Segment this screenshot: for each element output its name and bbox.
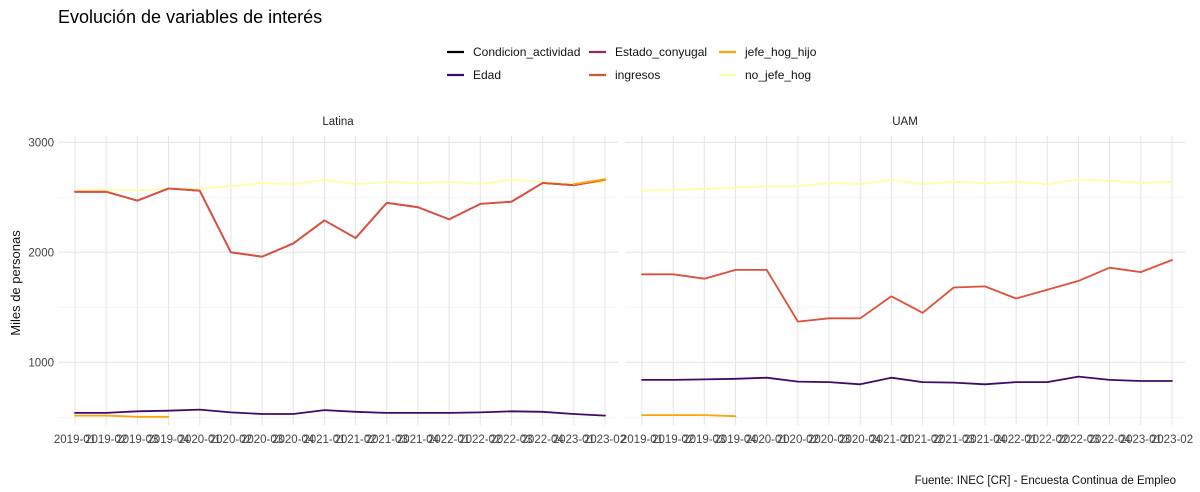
legend-item-jefe-hog-hijo: jefe_hog_hijo: [719, 45, 817, 59]
x-tick-label: 2019-04: [714, 434, 757, 446]
x-tick-label: 2022-01: [428, 434, 470, 446]
x-tick-label: 2020-03: [241, 434, 283, 446]
y-tick-label: 3000: [28, 137, 54, 149]
y-tick-label: 2000: [28, 247, 54, 259]
chart-title: Evolución de variables de interés: [58, 7, 322, 27]
y-tick-label: 1000: [28, 357, 54, 369]
series-line-jefe-hog-hijo: [74, 178, 606, 418]
x-tick-label: 2021-04: [964, 434, 1007, 446]
x-tick-label: 2022-01: [995, 434, 1037, 446]
x-tick-label: 2019-02: [85, 434, 127, 446]
legend-label: no_jefe_hog: [745, 68, 811, 82]
x-tick-label: 2019-02: [652, 434, 694, 446]
legend-item-edad: Edad: [447, 68, 501, 82]
series-line-no-jefe-hog: [74, 178, 606, 192]
x-tick-label: 2021-02: [334, 434, 376, 446]
legend-item-no-jefe-hog: no_jefe_hog: [719, 68, 811, 82]
x-tick-label: 2020-04: [839, 434, 882, 446]
x-tick-label: 2023-02: [584, 434, 626, 446]
legend-label: Edad: [473, 68, 501, 82]
x-tick-label: 2021-03: [933, 434, 975, 446]
x-tick-label: 2021-03: [366, 434, 408, 446]
x-tick-label: 2020-01: [746, 434, 788, 446]
x-tick-label: 2022-03: [490, 434, 532, 446]
legend-label: Estado_conyugal: [615, 45, 707, 59]
series-line-estado-conyugal: [74, 178, 606, 258]
x-tick-label: 2023-02: [1151, 434, 1193, 446]
x-tick-label: 2021-04: [397, 434, 440, 446]
x-tick-label: 2022-04: [522, 434, 565, 446]
legend-item-condicion-actividad: Condicion_actividad: [447, 45, 580, 59]
x-tick-label: 2021-01: [303, 434, 345, 446]
legend-label: ingresos: [615, 68, 660, 82]
x-tick-label: 2021-02: [901, 434, 943, 446]
y-axis-label: Miles de personas: [8, 230, 23, 336]
x-tick-label: 2023-01: [553, 434, 595, 446]
series-line-edad: [641, 375, 1173, 386]
x-tick-label: 2019-04: [147, 434, 190, 446]
series-line-ingresos: [74, 178, 606, 258]
panel-uam: UAM2019-012019-022019-032019-042020-0120…: [621, 116, 1193, 446]
series-line-jefe-hog-hijo: [641, 414, 737, 418]
x-tick-label: 2022-02: [1026, 434, 1068, 446]
x-tick-label: 2022-02: [459, 434, 501, 446]
x-tick-label: 2020-03: [808, 434, 850, 446]
x-tick-label: 2019-03: [116, 434, 158, 446]
panel-strip-label: Latina: [322, 116, 354, 128]
x-tick-label: 2020-04: [272, 434, 315, 446]
legend-item-estado-conyugal: Estado_conyugal: [589, 45, 707, 59]
x-tick-label: 2019-01: [621, 434, 663, 446]
facet-panels: Latina1000200030002019-012019-022019-032…: [28, 116, 1193, 446]
x-tick-label: 2021-01: [870, 434, 912, 446]
x-tick-label: 2023-01: [1120, 434, 1162, 446]
legend: Condicion_actividad Edad Estado_conyugalin…: [447, 45, 817, 82]
x-tick-label: 2020-01: [179, 434, 221, 446]
legend-item-ingresos: ingresos: [589, 68, 660, 82]
x-tick-label: 2022-04: [1089, 434, 1132, 446]
series-line-edad: [74, 408, 606, 417]
legend-label: jefe_hog_hijo: [744, 45, 817, 59]
x-tick-label: 2020-02: [777, 434, 819, 446]
x-tick-label: 2020-02: [210, 434, 252, 446]
chart-caption: Fuente: INEC [CR] - Encuesta Continua de…: [915, 475, 1176, 487]
series-line-ingresos: [641, 259, 1173, 323]
panel-latina: Latina1000200030002019-012019-022019-032…: [28, 116, 626, 446]
series-line-no-jefe-hog: [641, 178, 1173, 192]
legend-label: Condicion_actividad: [473, 45, 580, 59]
x-tick-label: 2019-01: [54, 434, 96, 446]
x-tick-label: 2019-03: [683, 434, 725, 446]
panel-strip-label: UAM: [892, 116, 918, 128]
x-tick-label: 2022-03: [1057, 434, 1099, 446]
